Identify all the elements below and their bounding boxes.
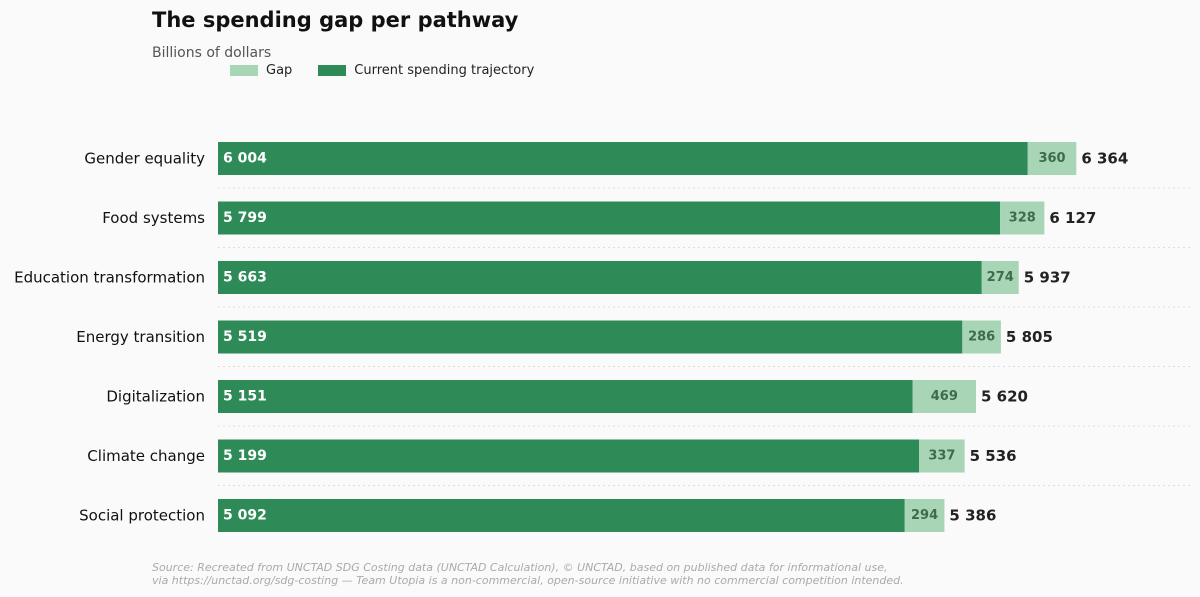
bar-total-label: 5 805 <box>1006 328 1053 346</box>
bar-total-label: 5 620 <box>981 388 1028 406</box>
bar-current <box>218 320 963 354</box>
bar-total-label: 5 386 <box>949 507 996 525</box>
bar-gap-value-label: 360 <box>1038 151 1065 166</box>
source-line-1: Source: Recreated from UNCTAD SDG Costin… <box>152 561 888 574</box>
category-label: Education transformation <box>14 269 205 287</box>
category-label: Food systems <box>102 209 205 227</box>
bar-gap-value-label: 328 <box>1009 211 1036 226</box>
bar-gap <box>919 439 965 473</box>
bar-current-value-label: 5 663 <box>223 270 267 286</box>
bar-gap-value-label: 337 <box>928 449 955 464</box>
bar-gap-value-label: 469 <box>931 389 958 404</box>
category-label: Gender equality <box>84 150 205 168</box>
bar-current <box>218 380 913 413</box>
legend-swatch-gap <box>230 65 258 76</box>
bar-gap-value-label: 294 <box>911 508 938 523</box>
chart-title: The spending gap per pathway <box>152 8 519 32</box>
bar-total-label: 6 364 <box>1081 150 1128 168</box>
category-label: Climate change <box>87 447 205 465</box>
legend-item-gap: Gap <box>230 63 292 78</box>
bar-gap <box>962 320 1001 354</box>
legend-label-gap: Gap <box>266 63 293 78</box>
bar-total-label: 6 127 <box>1049 209 1096 227</box>
source-line-2: via https://unctad.org/sdg-costing — Tea… <box>152 574 904 587</box>
bar-current-value-label: 5 799 <box>223 210 267 226</box>
category-label: Digitalization <box>106 388 205 406</box>
bar-gap <box>981 261 1019 294</box>
chart-subtitle: Billions of dollars <box>152 45 272 61</box>
bar-current <box>218 142 1028 175</box>
category-label: Social protection <box>79 507 205 525</box>
bar-gap-value-label: 286 <box>968 330 995 345</box>
bar-current <box>218 201 1001 235</box>
bar-current-value-label: 5 519 <box>223 329 267 345</box>
bar-current-value-label: 5 092 <box>223 508 267 524</box>
category-label: Energy transition <box>76 328 205 346</box>
source-footer: Source: Recreated from UNCTAD SDG Costin… <box>152 561 904 587</box>
bar-gap <box>912 380 976 413</box>
bar-current <box>218 261 982 294</box>
bar-gap <box>904 499 945 532</box>
bar-current-value-label: 6 004 <box>223 151 267 167</box>
bar-gap <box>1027 142 1077 175</box>
legend: Gap Current spending trajectory <box>230 63 560 78</box>
bar-current <box>218 499 905 532</box>
bar-total-label: 5 937 <box>1024 269 1071 287</box>
bar-gap <box>1000 201 1045 235</box>
legend-item-current: Current spending trajectory <box>318 63 534 78</box>
legend-swatch-current <box>318 65 347 76</box>
bar-current-value-label: 5 199 <box>223 448 267 464</box>
bar-current <box>218 439 920 473</box>
bar-gap-value-label: 274 <box>987 270 1014 285</box>
bar-total-label: 5 536 <box>970 447 1017 465</box>
bar-current-value-label: 5 151 <box>223 389 267 405</box>
legend-label-current: Current spending trajectory <box>354 63 535 78</box>
